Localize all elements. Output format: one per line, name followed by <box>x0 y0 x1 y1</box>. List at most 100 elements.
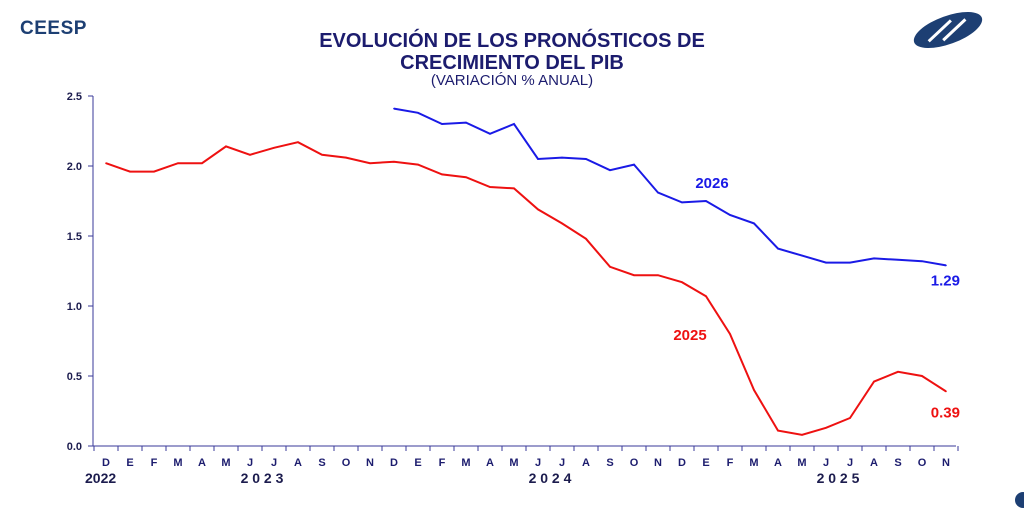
data-point-2026 <box>537 158 539 160</box>
x-tick-label: S <box>894 457 901 469</box>
data-point-2025 <box>393 161 395 163</box>
data-point-2025 <box>321 154 323 156</box>
data-point-2025 <box>201 162 203 164</box>
data-point-2025 <box>705 295 707 298</box>
data-point-2026 <box>609 169 611 171</box>
x-tick-label: N <box>942 457 950 469</box>
x-tick-label: M <box>173 457 182 469</box>
year-label: 2 0 2 5 <box>817 470 860 486</box>
x-tick-label: N <box>654 457 662 469</box>
chart-subtitle: (VARIACIÓN % ANUAL) <box>430 72 594 89</box>
series-line-2025 <box>105 141 947 436</box>
data-point-2026 <box>897 259 899 261</box>
data-point-2026 <box>705 200 707 202</box>
x-tick-label: E <box>702 457 709 469</box>
data-point-2026 <box>417 112 419 114</box>
data-point-2025 <box>465 176 467 178</box>
data-point-2025 <box>825 427 827 429</box>
x-tick-label: M <box>221 457 230 469</box>
x-tick-label: E <box>414 457 421 469</box>
x-tick-label: A <box>294 457 302 469</box>
x-tick-label: O <box>630 457 639 469</box>
data-point-2025 <box>801 434 803 436</box>
y-tick-label: 0.0 <box>67 441 82 453</box>
x-tick-label: F <box>439 457 446 469</box>
data-point-2026 <box>393 107 395 110</box>
year-label: 2 0 2 4 <box>529 470 572 486</box>
data-point-2025 <box>369 162 371 164</box>
year-label: 2022 <box>85 470 116 486</box>
data-point-2026 <box>777 247 779 250</box>
data-point-2025 <box>609 266 611 268</box>
x-tick-label: D <box>102 457 110 469</box>
data-point-2025 <box>561 222 563 225</box>
x-tick-label: A <box>198 457 206 469</box>
series-line-2026 <box>393 107 947 267</box>
data-point-2025 <box>225 145 227 148</box>
data-point-2026 <box>873 257 875 260</box>
x-tick-label: O <box>342 457 351 469</box>
data-point-2025 <box>153 170 155 173</box>
x-tick-label: M <box>797 457 806 469</box>
y-tick-label: 2.5 <box>67 91 82 103</box>
data-point-2025 <box>249 154 251 156</box>
x-tick-label: S <box>318 457 325 469</box>
series-label-2025: 2025 <box>673 327 706 344</box>
chart-title-line2: CRECIMIENTO DEL PIB <box>400 52 624 74</box>
y-tick-label: 0.5 <box>67 371 82 383</box>
data-point-2026 <box>729 214 731 216</box>
data-point-2025 <box>849 417 851 419</box>
data-point-2025 <box>921 375 923 377</box>
data-point-2025 <box>489 186 491 188</box>
end-value-label-2026: 1.29 <box>931 272 960 289</box>
data-point-2025 <box>585 238 587 240</box>
data-point-2025 <box>537 208 539 211</box>
x-tick-label: S <box>606 457 613 469</box>
x-tick-label: O <box>918 457 927 469</box>
data-point-2025 <box>273 147 275 149</box>
data-point-2026 <box>921 260 923 263</box>
data-point-2025 <box>873 380 875 383</box>
data-point-2025 <box>441 173 443 176</box>
data-point-2026 <box>441 123 443 125</box>
data-point-2025 <box>897 371 899 373</box>
x-tick-label: F <box>727 457 734 469</box>
x-tick-label: J <box>535 457 541 469</box>
data-point-2025 <box>777 429 779 432</box>
data-point-2026 <box>585 158 587 160</box>
data-point-2025 <box>297 141 299 143</box>
data-point-2026 <box>753 222 755 225</box>
x-tick-label: A <box>582 457 590 469</box>
x-tick-label: J <box>559 457 565 469</box>
data-point-2026 <box>681 201 683 204</box>
ceesp-logo-icon <box>913 11 983 49</box>
data-point-2026 <box>657 191 659 194</box>
x-tick-label: M <box>749 457 758 469</box>
data-point-2026 <box>465 121 467 124</box>
data-point-2026 <box>801 254 803 257</box>
x-tick-label: J <box>271 457 277 469</box>
y-tick-label: 2.0 <box>67 161 82 173</box>
data-point-2026 <box>825 261 827 264</box>
chart-title: EVOLUCIÓN DE LOS PRONÓSTICOS DE <box>319 30 705 52</box>
data-point-2025 <box>945 390 947 393</box>
data-point-2025 <box>105 162 107 164</box>
data-point-2025 <box>633 274 635 277</box>
x-tick-label: N <box>366 457 374 469</box>
series-label-2026: 2026 <box>695 175 728 192</box>
end-value-label-2025: 0.39 <box>931 404 960 421</box>
x-tick-label: F <box>151 457 158 469</box>
data-point-2025 <box>417 163 419 166</box>
data-point-2025 <box>681 281 683 284</box>
x-tick-label: D <box>390 457 398 469</box>
data-point-2026 <box>633 163 635 166</box>
y-tick-label: 1.0 <box>67 301 82 313</box>
x-tick-label: A <box>870 457 878 469</box>
x-tick-label: E <box>126 457 133 469</box>
data-point-2025 <box>177 162 179 164</box>
data-point-2025 <box>129 170 131 173</box>
data-point-2025 <box>345 156 347 159</box>
x-tick-label: J <box>823 457 829 469</box>
x-tick-label: J <box>247 457 253 469</box>
